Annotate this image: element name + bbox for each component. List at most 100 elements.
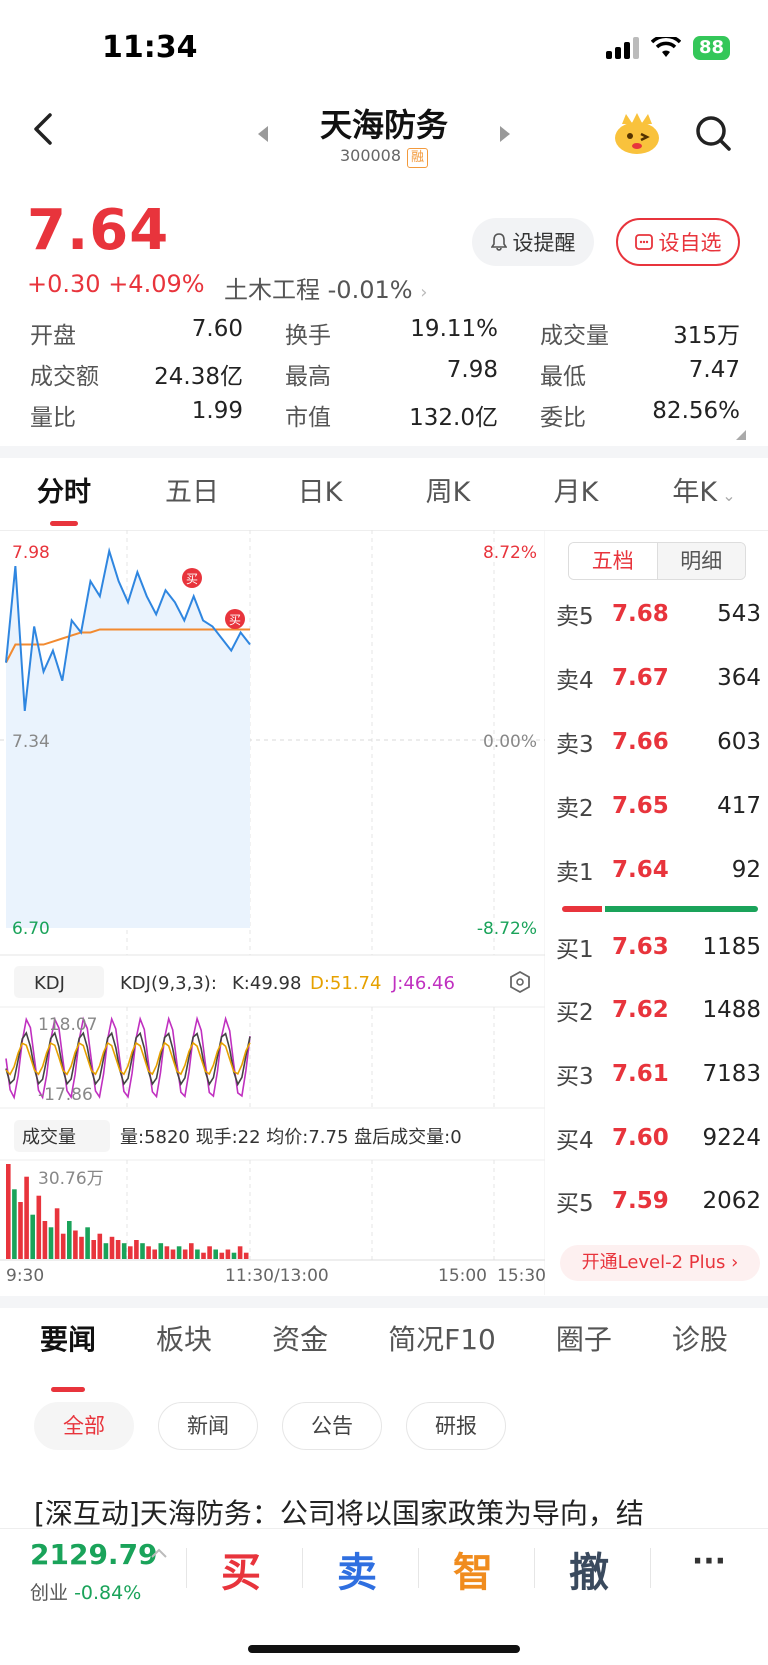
stat-cell: 成交额 24.38亿 (30, 357, 285, 391)
expand-corner-icon[interactable] (736, 430, 746, 440)
set-alert-button[interactable]: 设提醒 (472, 218, 594, 266)
stat-label: 成交量 (540, 322, 609, 349)
buy-marker[interactable]: 买 (182, 568, 202, 588)
sell-button[interactable]: 卖 (337, 1550, 377, 1596)
bid-row: 买2 7.62 1488 (556, 990, 761, 1030)
prev-stock-icon[interactable] (256, 125, 270, 143)
stat-label: 量比 (30, 404, 76, 431)
volume-bar (42, 1221, 48, 1259)
volume-bar (158, 1243, 164, 1259)
bid-price: 7.61 (612, 1061, 669, 1087)
volume-bar (18, 1202, 23, 1259)
ask-price: 7.66 (612, 729, 669, 755)
tab-five-levels[interactable]: 五档 (569, 543, 658, 579)
price-change: +0.30 +4.09% (27, 270, 205, 298)
kdj-d-line (5, 1041, 251, 1076)
buy-marker[interactable]: 买 (225, 609, 245, 629)
back-icon[interactable] (30, 112, 58, 146)
ask-volume: 364 (717, 665, 761, 691)
stat-label: 成交额 (30, 363, 99, 390)
stat-value: 7.47 (688, 356, 740, 383)
kdj-selector-bg (14, 966, 104, 998)
smart-trade-button[interactable]: 智 (453, 1550, 493, 1596)
settings-hex-icon[interactable] (510, 970, 530, 994)
tab-diagnosis[interactable]: 诊股 (671, 1323, 728, 1356)
tab-weekly-k[interactable]: 周K (425, 477, 471, 508)
level2-upgrade-button[interactable]: 开通Level-2 Plus › (560, 1245, 760, 1281)
volume-bar (237, 1246, 243, 1259)
next-stock-icon[interactable] (498, 125, 512, 143)
intraday-chart[interactable]: 7.98 7.34 6.70 8.72% 0.00% -8.72% 买 买 KD… (0, 529, 546, 1295)
volume-bar (243, 1252, 249, 1259)
mascot-icon[interactable] (612, 110, 662, 156)
signal-icon (605, 37, 639, 59)
stock-code: 300008 (339, 146, 402, 165)
price-area (6, 551, 250, 928)
bottom-action-bar (0, 1528, 768, 1665)
index-value[interactable]: 2129.79 (30, 1538, 158, 1571)
volume-selector[interactable]: 成交量 (22, 1127, 76, 1148)
section-divider (0, 1296, 768, 1308)
volume-info: 量:5820 现手:22 均价:7.75 盘后成交量:0 (120, 1127, 462, 1148)
filter-research[interactable]: 研报 (406, 1402, 506, 1450)
bid-volume: 9224 (702, 1125, 761, 1151)
ask-volume: 603 (717, 729, 761, 755)
kdj-k-line (5, 1031, 251, 1087)
bid-volume: 1185 (702, 934, 761, 960)
stat-cell: 最高 7.98 (285, 357, 540, 391)
search-icon[interactable] (694, 114, 734, 154)
stat-label: 换手 (285, 322, 331, 349)
cancel-order-button[interactable]: 撤 (569, 1550, 609, 1596)
price-low-label: 6.70 (12, 919, 50, 939)
set-alert-label: 设提醒 (512, 231, 576, 255)
kdj-selector[interactable]: KDJ (34, 973, 65, 994)
tab-news-headlines[interactable]: 要闻 (40, 1318, 96, 1392)
stat-value: 7.60 (191, 315, 243, 342)
stat-cell: 换手 19.11% (285, 316, 540, 350)
wifi-icon (650, 37, 681, 57)
tab-yearly-k[interactable]: 年K ⌄ (640, 470, 768, 530)
add-watchlist-button[interactable]: 设自选 (616, 218, 740, 266)
status-time: 11:34 (102, 30, 198, 65)
tab-capital[interactable]: 资金 (272, 1323, 329, 1356)
buy-button[interactable]: 买 (221, 1550, 261, 1596)
tab-community[interactable]: 圈子 (555, 1323, 612, 1356)
time-1500: 15:00 (438, 1266, 487, 1286)
stock-title: 天海防务 (319, 106, 448, 144)
tab-daily-k[interactable]: 日K (297, 477, 343, 508)
sector-name: 土木工程 (224, 276, 320, 304)
filter-all[interactable]: 全部 (34, 1402, 134, 1450)
volume-bar (109, 1236, 115, 1259)
sector-link[interactable]: 土木工程 -0.01% › (224, 270, 427, 305)
bid-price: 7.63 (612, 934, 669, 960)
bar-separator (302, 1548, 303, 1588)
volume-bar (146, 1246, 151, 1259)
bid-row: 买3 7.61 7183 (556, 1054, 761, 1094)
kdj-d: D:51.74 (310, 973, 381, 994)
chevron-up-icon[interactable] (150, 1547, 168, 1559)
chart-svg: 7.98 7.34 6.70 8.72% 0.00% -8.72% 买 买 KD… (0, 529, 546, 1295)
more-button[interactable]: ··· (691, 1544, 727, 1579)
ask-side: 卖4 (556, 668, 594, 694)
kdj-bottom-label: -17.86 (38, 1085, 93, 1105)
tab-intraday[interactable]: 分时 (0, 470, 128, 530)
filter-announcements[interactable]: 公告 (282, 1402, 382, 1450)
margin-badge: 融 (407, 148, 429, 168)
tab-sector[interactable]: 板块 (156, 1323, 213, 1356)
stat-label: 最高 (285, 363, 331, 390)
pct-high-label: 8.72% (483, 543, 537, 563)
bid-volume: 7183 (702, 1061, 761, 1087)
news-headline[interactable]: [深互动]天海防务：公司将以国家政策为导向，结 (34, 1497, 644, 1530)
stat-value: 132.0亿 (409, 404, 498, 431)
ask-price: 7.68 (612, 601, 669, 627)
bid-volume: 2062 (702, 1188, 761, 1214)
orderbook-toggle: 五档 明细 (568, 542, 746, 580)
tab-f10[interactable]: 简况F10 (388, 1323, 496, 1356)
ask-side: 卖3 (556, 732, 594, 758)
filter-news[interactable]: 新闻 (158, 1402, 258, 1450)
tab-details[interactable]: 明细 (657, 543, 745, 579)
ask-volume: 92 (731, 857, 761, 883)
battery-icon: 88 (692, 36, 730, 60)
tab-five-day[interactable]: 五日 (165, 477, 219, 508)
tab-monthly-k[interactable]: 月K (553, 477, 599, 508)
